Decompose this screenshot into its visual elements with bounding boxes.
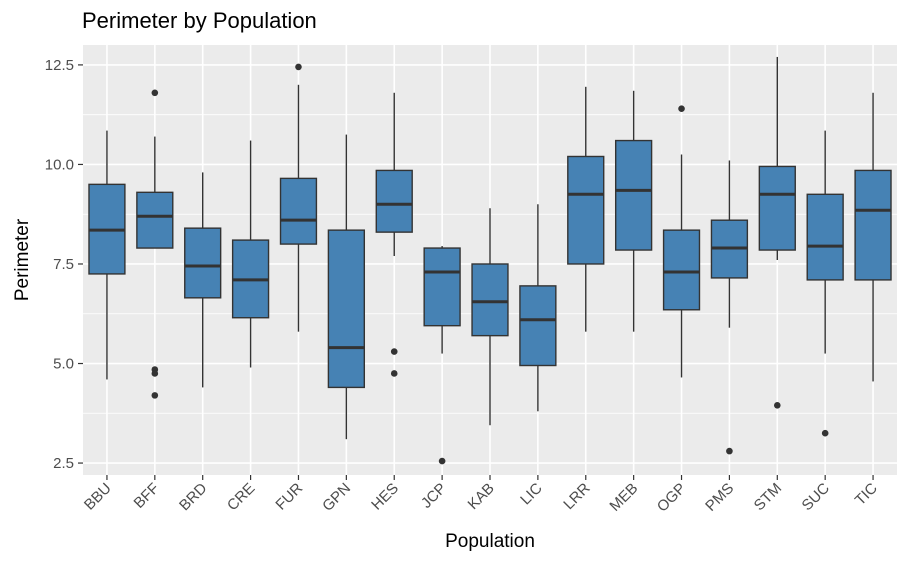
y-tick-label: 2.5 [53,455,74,472]
box-STM [758,56,796,409]
y-tick-label: 12.5 [45,57,74,74]
box-BRD [184,172,222,388]
box-PMS [710,160,749,455]
x-tick-label: JCP [418,480,450,512]
x-tick-label: MEB [606,480,641,515]
box-KAB [471,208,509,426]
x-tick-label: GPN [319,480,354,515]
outlier-point [390,348,398,355]
x-tick-label: FUR [272,480,306,514]
box-FUR [279,63,318,332]
box-HES [375,92,413,377]
box-TIC [854,92,892,382]
iqr-box [423,247,461,327]
iqr-box [279,177,318,245]
iqr-box [567,155,605,265]
iqr-box [184,227,222,299]
iqr-box [519,285,557,367]
iqr-box [662,229,701,311]
iqr-box [758,165,796,251]
x-tick-label: BFF [131,480,163,512]
iqr-box [471,263,509,337]
iqr-box [806,193,844,281]
box-OGP [662,105,701,378]
x-tick-label: BRD [176,480,211,515]
iqr-box [375,169,413,233]
x-tick-label: LIC [517,480,546,509]
chart-title: Perimeter by Population [82,8,317,33]
box-LIC [519,204,557,412]
x-tick-label: KAB [465,480,498,513]
x-tick-label: LRR [560,480,593,513]
outlier-point [151,392,159,399]
y-tick-label: 7.5 [53,256,74,273]
outlier-point [151,89,159,97]
x-tick-label: OGP [654,480,690,516]
outlier-point [295,63,302,71]
iqr-box [327,229,366,389]
x-tick-label: SUC [799,480,834,515]
outlier-point [678,105,685,113]
box-LRR [567,86,605,332]
outlier-point [821,429,829,437]
outlier-point [390,370,398,377]
outlier-point [726,447,733,455]
y-axis-title: Perimeter [12,218,33,301]
y-axis: 2.5 5.0 7.5 10.0 12.5 [45,57,83,472]
x-tick-label: CRE [224,480,258,514]
x-tick-label: TIC [852,480,881,509]
x-axis: BBU BFF BRD CRE FUR GPN HES JCP KAB LIC LRR MEB OGP P… [81,475,881,515]
outlier-point [773,402,781,409]
outlier-point [438,457,446,465]
box-CRE [231,140,270,368]
box-BFF [136,89,174,399]
x-tick-label: STM [751,480,785,514]
y-tick-label: 5.0 [53,356,74,373]
x-tick-label: PMS [702,480,737,515]
box-BBU [88,130,126,380]
x-tick-label: HES [368,480,402,514]
box-JCP [423,246,461,465]
y-tick-label: 10.0 [45,156,74,173]
box-SUC [806,130,844,437]
box-GPN [327,134,366,440]
outlier-point [151,370,159,377]
boxes-layer [88,56,892,465]
iqr-box [136,191,174,249]
iqr-box [614,139,653,251]
x-axis-title: Population [445,531,535,552]
box-MEB [614,90,653,332]
iqr-box [854,169,892,281]
x-tick-label: BBU [81,480,115,514]
